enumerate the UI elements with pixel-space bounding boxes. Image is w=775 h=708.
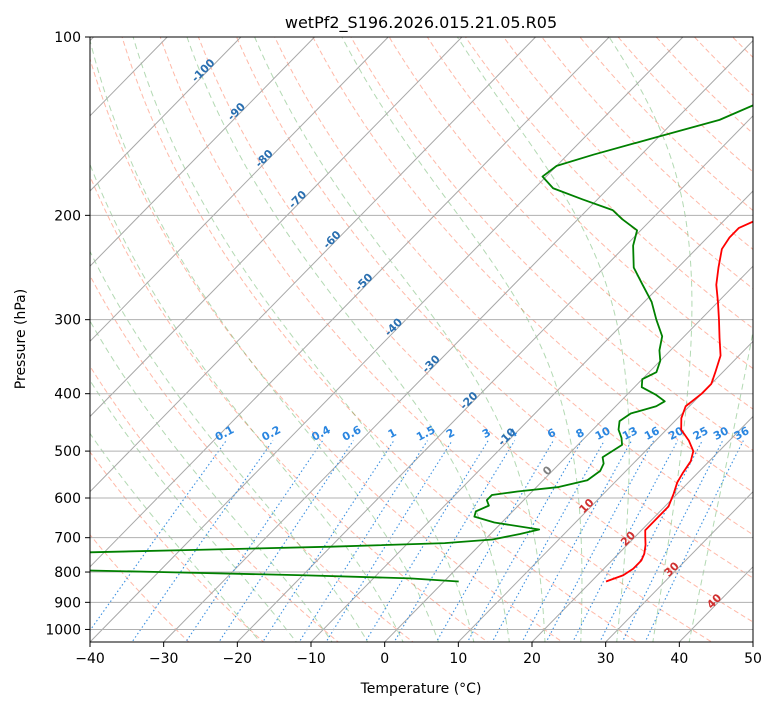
- x-tick-label: −30: [149, 651, 179, 667]
- y-tick-label: 700: [54, 531, 81, 547]
- mixing-ratio-line: [491, 440, 605, 642]
- y-axis-label: Pressure (hPa): [13, 289, 29, 389]
- dry-adiabat-line: [90, 175, 489, 642]
- x-tick-label: −10: [296, 651, 326, 667]
- x-tick-label: 20: [523, 651, 541, 667]
- isotherm-line: [310, 190, 753, 642]
- mixing-ratio-label: 16: [642, 424, 662, 443]
- isotherm-line: [90, 37, 684, 642]
- y-tick-label: 200: [54, 208, 81, 224]
- x-tick-label: −40: [75, 651, 105, 667]
- dry-adiabat-line: [503, 37, 753, 290]
- dewpoint-profile: [90, 104, 753, 554]
- isotherm-line: [90, 37, 315, 267]
- isotherm-line: [236, 115, 753, 642]
- moist-adiabat-line: [254, 37, 546, 642]
- plot-frame: [89, 36, 754, 643]
- temperature-profile: [605, 220, 753, 583]
- chart-title: wetPf2_S196.2026.015.21.05.R05: [285, 13, 557, 33]
- mixing-ratio-line: [599, 440, 703, 642]
- dry-adiabat-line: [159, 37, 713, 642]
- dry-adiabat-line: [655, 37, 753, 135]
- y-tick-label: 800: [54, 565, 81, 581]
- isotherm-line: [90, 37, 536, 493]
- x-tick-label: 40: [670, 651, 688, 667]
- mixing-ratio-line: [644, 440, 744, 642]
- isotherm-line: [384, 265, 753, 642]
- mixing-ratio-line: [393, 440, 516, 642]
- isotherm-line: [531, 415, 753, 642]
- y-tick-label: 500: [54, 444, 81, 460]
- mixing-ratio-line: [262, 440, 395, 642]
- dewpoint-lower-profile: [90, 569, 459, 583]
- isotherm-line: [163, 39, 753, 642]
- mixing-ratio-label: 30: [711, 424, 731, 443]
- moist-adiabat-line: [456, 37, 630, 642]
- x-tick-label: 10: [449, 651, 467, 667]
- dry-adiabat-line: [90, 533, 190, 642]
- y-tick-label: 400: [54, 387, 81, 403]
- y-tick-label: 900: [54, 595, 81, 611]
- y-tick-label: 600: [54, 491, 81, 507]
- y-tick-label: 100: [54, 30, 81, 46]
- mixing-ratio-label: 36: [732, 424, 752, 443]
- moist-adiabat-line: [90, 320, 333, 642]
- dry-adiabat-line: [197, 37, 753, 623]
- mixing-ratio-line: [621, 440, 724, 642]
- mixing-ratio-label: 25: [691, 424, 711, 443]
- x-tick-label: 0: [380, 651, 389, 667]
- mixing-ratio-label: 13: [620, 424, 640, 443]
- moist-adiabat-line: [688, 328, 753, 642]
- mixing-ratio-line: [466, 440, 583, 642]
- mixing-ratio-line: [572, 440, 679, 642]
- mixing-ratio-line: [521, 440, 633, 642]
- x-axis-label: Temperature (°C): [360, 681, 482, 697]
- x-tick-label: −20: [223, 651, 253, 667]
- axes: −40 −30 −20 −10 0 10 20 30 40 50 100 200 300 400 500 60…: [45, 30, 762, 667]
- y-tick-label: 1000: [45, 622, 81, 638]
- isotherm-line: [90, 37, 242, 192]
- y-tick-label: 300: [54, 313, 81, 329]
- dry-adiabat-line: [426, 37, 753, 370]
- x-tick-label: 30: [597, 651, 615, 667]
- dry-adiabat-line: [541, 37, 753, 251]
- isotherm-line: [605, 490, 753, 642]
- mixing-ratio-line: [298, 440, 428, 642]
- mixing-ratio-line: [185, 440, 324, 642]
- dry-adiabat-line: [464, 37, 753, 329]
- isotherm-line: [457, 340, 753, 642]
- moist-adiabat-line: [608, 37, 693, 642]
- isotherm-line: [90, 37, 463, 418]
- dry-adiabat-line: [312, 37, 753, 493]
- isotherm-line: [90, 37, 389, 343]
- moist-adiabat-line: [341, 37, 583, 642]
- moist-adiabat-line: [90, 38, 440, 642]
- dry-adiabat-line: [579, 37, 753, 212]
- isotherm-line: [90, 37, 610, 568]
- mixing-ratio-label: 10: [593, 424, 613, 443]
- dry-adiabat-line: [90, 57, 564, 642]
- mixing-ratio-line: [325, 440, 453, 642]
- x-tick-label: 50: [744, 651, 762, 667]
- dry-adiabat-line: [90, 274, 414, 642]
- dry-adiabat-line: [236, 37, 753, 579]
- mixing-ratio-line: [90, 440, 227, 632]
- mixing-ratio-line: [545, 440, 655, 642]
- moist-adiabat-line: [132, 37, 475, 642]
- dry-adiabat-line: [350, 37, 753, 451]
